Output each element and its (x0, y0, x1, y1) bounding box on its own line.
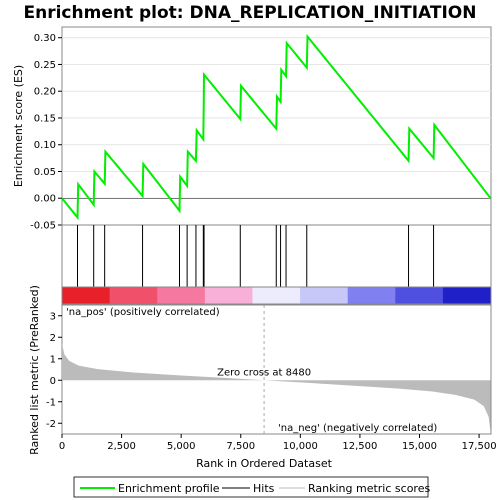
rank-y-tick-label: 1 (50, 354, 56, 365)
hit-lines (76, 225, 435, 287)
es-y-ticks: -0.05 0.00 0.05 0.10 0.15 0.20 0.25 0.30 (30, 33, 62, 232)
es-y-tick-label: 0.10 (34, 140, 56, 151)
legend-label-hits: Hits (253, 482, 275, 495)
rank-y-tick-label: 2 (50, 333, 56, 344)
rank-color-bar (61, 286, 492, 305)
es-y-tick-label: 0.25 (34, 60, 56, 71)
enrichment-profile-line (61, 33, 492, 221)
legend-label-metric: Ranking metric scores (308, 482, 430, 495)
es-y-tick-label: -0.05 (30, 221, 56, 232)
negative-correlation-label: 'na_neg' (negatively correlated) (278, 423, 437, 434)
color-bar-segment (109, 287, 158, 304)
rank-x-tick-label: 15,000 (402, 441, 437, 452)
color-bar-segment (62, 287, 111, 304)
legend-frame (73, 476, 429, 498)
color-bar-segment (395, 287, 444, 304)
ranking-metric-area (62, 343, 491, 431)
rank-y-tick-label: -1 (46, 397, 56, 408)
color-bar-segment (442, 287, 492, 304)
rank-x-tick-label: 12,500 (342, 441, 377, 452)
color-bar-segment (204, 287, 253, 304)
rank-x-tick-label: 17,500 (462, 441, 497, 452)
rank-y-tick-label: 3 (50, 311, 56, 322)
positive-correlation-label: 'na_pos' (positively correlated) (66, 307, 220, 318)
color-bar-frame (61, 286, 492, 305)
color-bar-segment (347, 287, 396, 304)
legend-label-profile: Enrichment profile (118, 482, 220, 495)
es-y-tick-label: 0.20 (34, 87, 56, 98)
rank-x-tick-label: 0 (59, 441, 65, 452)
legend: Enrichment profile Hits Ranking metric s… (73, 476, 430, 498)
es-y-tick-label: 0.00 (34, 194, 56, 205)
rank-y-ticks: -2 -1 0 1 2 3 (46, 311, 62, 430)
rank-x-tick-label: 2,500 (107, 441, 136, 452)
rank-y-tick-label: 0 (50, 376, 56, 387)
chart-title: Enrichment plot: DNA_REPLICATION_INITIAT… (24, 3, 477, 23)
zero-cross-label: Zero cross at 8480 (217, 367, 311, 378)
rank-x-tick-label: 10,000 (283, 441, 318, 452)
color-bar-segment (300, 287, 349, 304)
es-y-tick-label: 0.05 (34, 167, 56, 178)
rank-x-axis-label: Rank in Ordered Dataset (196, 457, 333, 470)
rank-x-tick-label: 5,000 (167, 441, 196, 452)
rank-x-ticks: 0 2,500 5,000 7,500 10,000 12,500 15,000 17,500 (59, 434, 497, 452)
rank-y-axis-label: Ranked list metric (PreRanked) (28, 285, 41, 455)
rank-panel-frame (61, 304, 492, 435)
es-y-axis-label: Enrichment score (ES) (12, 65, 25, 187)
hits-panel (61, 224, 492, 288)
rank-panel: Zero cross at 8480 'na_pos' (positively … (28, 285, 497, 470)
es-y-tick-label: 0.15 (34, 113, 56, 124)
rank-y-tick-label: -2 (46, 419, 56, 430)
color-bar-segment (252, 287, 301, 304)
color-bar-segment (157, 287, 206, 304)
rank-x-tick-label: 7,500 (226, 441, 255, 452)
es-y-tick-label: 0.30 (34, 33, 56, 44)
es-panel: -0.05 0.00 0.05 0.10 0.15 0.20 0.25 0.30 Enrich… (12, 26, 492, 232)
